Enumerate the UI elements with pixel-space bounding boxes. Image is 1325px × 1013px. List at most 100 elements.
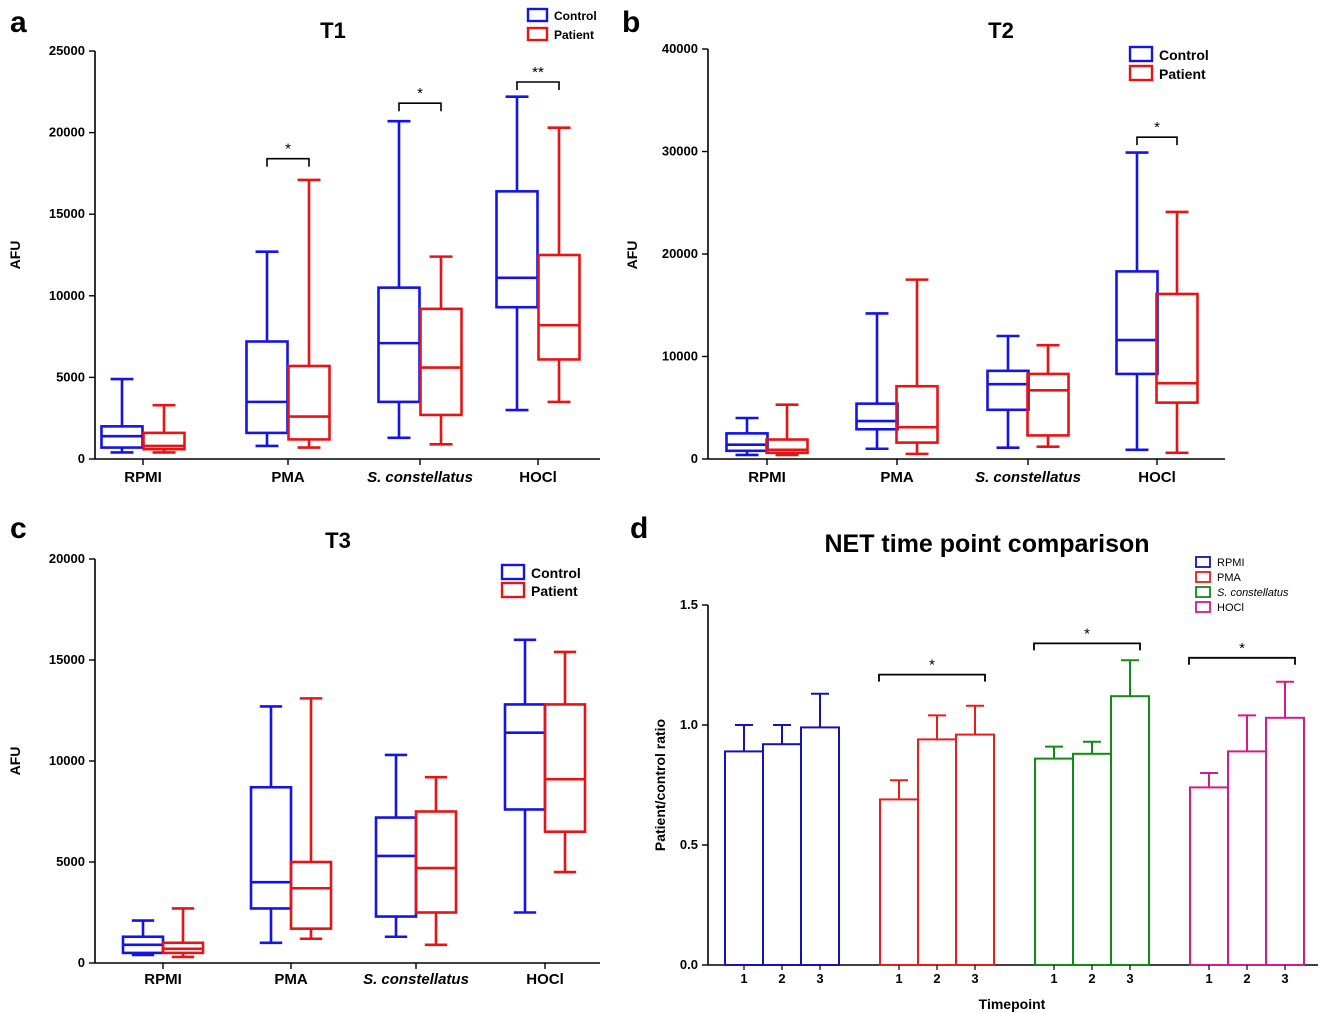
chart-title: T1 — [320, 18, 346, 43]
panel-c: c T3 0 5000 10000 15000 20000 AFU RPMI PMA S. cons… — [7, 512, 600, 988]
chart-title: NET time point comparison — [824, 530, 1149, 558]
iqr-box — [377, 286, 421, 404]
box-patient — [287, 178, 331, 449]
x-tick-label: 1 — [1050, 971, 1057, 986]
significance-bracket — [516, 81, 560, 91]
y-tick-label: 0 — [78, 451, 85, 466]
box-patient — [543, 650, 587, 874]
bar — [724, 750, 764, 967]
x-tick-label: 1 — [1205, 971, 1212, 986]
y-tick-label: 1.5 — [680, 597, 698, 612]
box-control — [503, 638, 547, 914]
panel-a: a T1 0 5000 10000 15000 20000 25000 AFU RPMI PMA S.… — [7, 6, 600, 486]
box-control — [121, 919, 165, 957]
legend-label: Control — [554, 9, 597, 23]
series-patient — [161, 650, 587, 959]
panel-letter: b — [622, 6, 640, 39]
y-tick-label: 10000 — [662, 349, 698, 364]
box-patient — [1155, 210, 1199, 455]
chart-title: T3 — [325, 528, 351, 553]
legend-swatch — [1195, 556, 1211, 568]
series-control — [100, 95, 539, 454]
legend-label: Control — [531, 565, 581, 581]
x-tick-label: 3 — [816, 971, 823, 986]
legend-label: HOCl — [1217, 602, 1244, 614]
category-label: RPMI — [124, 469, 162, 486]
legend: Control Patient — [526, 7, 597, 42]
y-tick-label: 0.0 — [680, 957, 698, 972]
series-patient — [142, 126, 581, 454]
y-tick-label: 10000 — [49, 753, 85, 768]
box-patient — [895, 278, 939, 456]
series-control — [725, 151, 1159, 457]
iqr-box — [543, 703, 587, 834]
box-patient — [537, 126, 581, 404]
x-tick-label: 2 — [778, 971, 785, 986]
legend-swatch — [1128, 64, 1154, 82]
x-tick-label: 1 — [740, 971, 747, 986]
iqr-box — [495, 190, 539, 309]
box-patient — [765, 403, 809, 457]
iqr-box — [503, 703, 547, 811]
series-rpmi: 1 2 3 — [724, 692, 840, 986]
box-control — [374, 753, 418, 939]
bar — [1110, 695, 1150, 966]
significance-bracket — [266, 157, 310, 167]
category-label: S. constellatus — [363, 971, 469, 988]
y-axis-label: AFU — [624, 241, 640, 270]
legend-swatch — [1128, 45, 1154, 63]
bar — [1034, 757, 1074, 966]
significance-label: * — [417, 85, 423, 102]
box-patient — [1026, 343, 1070, 449]
box-control — [495, 95, 539, 412]
box-control — [245, 250, 289, 448]
bar — [1072, 752, 1112, 966]
box-patient — [419, 255, 463, 446]
legend-label: S. constellatus — [1217, 587, 1289, 599]
significance-label: * — [929, 657, 935, 674]
y-tick-label: 1.0 — [680, 717, 698, 732]
box-control — [855, 312, 899, 451]
y-tick-label: 0 — [78, 955, 85, 970]
box-patient — [142, 403, 186, 454]
significance-label: * — [285, 141, 291, 158]
series-patient — [765, 210, 1199, 457]
x-axis-label: Timepoint — [979, 996, 1046, 1012]
series-pma: 1 2 3 — [879, 704, 995, 986]
y-tick-label: 15000 — [49, 206, 85, 221]
legend-label: Control — [1159, 47, 1209, 63]
box-control — [377, 119, 421, 440]
bar — [955, 733, 995, 966]
category-label: S. constellatus — [367, 469, 473, 486]
iqr-box — [287, 364, 331, 441]
significance-bracket — [878, 673, 986, 682]
significance-bracket — [1033, 642, 1141, 651]
significance-bracket — [1188, 656, 1296, 665]
panel-letter: d — [630, 512, 648, 545]
y-tick-label: 0.5 — [680, 837, 698, 852]
significance-bracket — [1136, 136, 1178, 146]
y-tick-label: 5000 — [56, 369, 85, 384]
bar — [917, 738, 957, 967]
category-label: S. constellatus — [975, 469, 1081, 486]
box-patient — [289, 697, 333, 941]
y-tick-label: 20000 — [49, 551, 85, 566]
y-tick-label: 20000 — [49, 125, 85, 140]
bar — [1227, 750, 1267, 967]
y-tick-label: 40000 — [662, 41, 698, 56]
iqr-box — [725, 432, 769, 453]
y-tick-label: 0 — [691, 451, 698, 466]
y-axis-label: Patient/control ratio — [652, 719, 668, 851]
chart-title: T2 — [988, 18, 1014, 43]
category-label: PMA — [271, 469, 305, 486]
legend-swatch — [526, 7, 549, 23]
y-tick-label: 15000 — [49, 652, 85, 667]
y-tick-label: 10000 — [49, 288, 85, 303]
x-tick-label: 2 — [933, 971, 940, 986]
x-tick-label: 3 — [1281, 971, 1288, 986]
box-control — [986, 334, 1030, 450]
panel-letter: a — [10, 6, 27, 39]
box-patient — [161, 907, 205, 959]
iqr-box — [1115, 270, 1159, 376]
